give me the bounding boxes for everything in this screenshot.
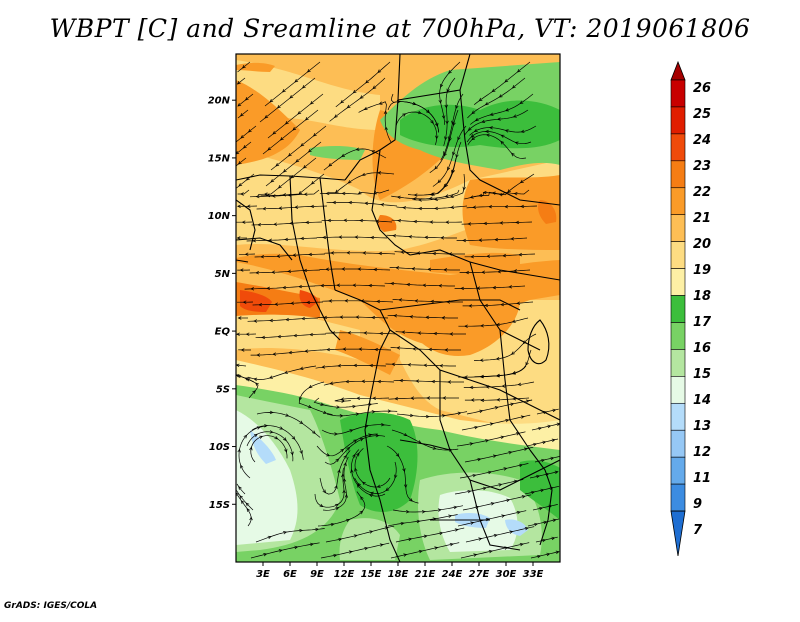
colorbar-segment	[671, 457, 685, 484]
latitude-axis: 20N 15N 10N 5N EQ 5S 10S 15S	[208, 96, 236, 511]
colorbar-label: 24	[693, 133, 711, 148]
colorbar-segment	[671, 269, 685, 296]
colorbar-segment	[671, 107, 685, 134]
lon-tick-label: 33E	[523, 569, 544, 580]
colorbar-segment	[671, 242, 685, 269]
colorbar-label: 7	[693, 523, 703, 538]
lat-tick-label: 5N	[215, 269, 231, 280]
lon-tick-label: 9E	[310, 569, 324, 580]
colorbar-label: 25	[693, 107, 711, 122]
colorbar-segment	[671, 430, 685, 457]
longitude-axis: 3E 6E 9E 12E 15E 18E 21E 24E 27E 30E 33E	[256, 562, 543, 580]
lon-tick-label: 21E	[415, 569, 436, 580]
colorbar-label: 18	[693, 289, 711, 304]
colorbar-segment	[671, 161, 685, 188]
colorbar-label: 9	[693, 497, 702, 512]
lat-tick-label: 10S	[209, 442, 230, 453]
colorbar-under-triangle	[671, 511, 685, 556]
colorbar-segment	[671, 403, 685, 430]
colorbar-label: 11	[693, 471, 711, 486]
colorbar-label: 26	[693, 81, 711, 96]
colorbar-label: 15	[693, 367, 711, 382]
credit-text: GrADS: IGES/COLA	[4, 601, 97, 611]
lon-tick-label: 24E	[442, 569, 463, 580]
lat-tick-label: 15S	[209, 500, 230, 511]
colorbar-label: 22	[693, 185, 711, 200]
lat-tick-label: 20N	[208, 96, 231, 107]
colorbar-segment	[671, 296, 685, 323]
colorbar-segment	[671, 215, 685, 242]
lat-tick-label: 10N	[208, 211, 231, 222]
colorbar-label: 21	[693, 211, 711, 226]
lon-tick-label: 18E	[388, 569, 409, 580]
colorbar-label: 23	[693, 159, 711, 174]
colorbar: 26 25 24 23 22 21 20 19 18 17 16 15 14 13 12 11 9 7	[671, 62, 712, 556]
colorbar-segment	[671, 349, 685, 376]
lon-tick-label: 30E	[496, 569, 517, 580]
colorbar-segment	[671, 134, 685, 161]
lon-tick-label: 3E	[256, 569, 270, 580]
colorbar-segment	[671, 188, 685, 215]
colorbar-segment	[671, 322, 685, 349]
colorbar-label: 13	[693, 419, 711, 434]
colorbar-label: 16	[693, 341, 711, 356]
colorbar-label: 14	[693, 393, 711, 408]
colorbar-segment	[671, 376, 685, 403]
colorbar-segment	[671, 80, 685, 107]
colorbar-segment	[671, 484, 685, 511]
colorbar-label: 20	[693, 237, 711, 252]
lat-tick-label: 15N	[208, 153, 231, 164]
colorbar-label: 17	[693, 315, 712, 330]
lon-tick-label: 12E	[334, 569, 355, 580]
lon-tick-label: 15E	[361, 569, 382, 580]
lat-tick-label: 5S	[216, 384, 230, 395]
lon-tick-label: 6E	[283, 569, 297, 580]
colorbar-over-triangle	[671, 62, 685, 80]
colorbar-label: 12	[693, 445, 711, 460]
lat-tick-label: EQ	[215, 327, 231, 338]
lon-tick-label: 27E	[469, 569, 490, 580]
colorbar-label: 19	[693, 263, 711, 278]
